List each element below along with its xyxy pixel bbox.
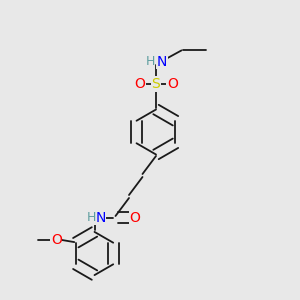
Text: O: O: [167, 77, 178, 91]
Text: N: N: [157, 55, 167, 68]
Text: N: N: [95, 211, 106, 224]
Text: O: O: [134, 77, 145, 91]
Text: O: O: [130, 211, 140, 224]
Text: S: S: [152, 77, 160, 91]
Text: O: O: [51, 233, 62, 247]
Text: H: H: [145, 55, 155, 68]
Text: H: H: [87, 211, 96, 224]
